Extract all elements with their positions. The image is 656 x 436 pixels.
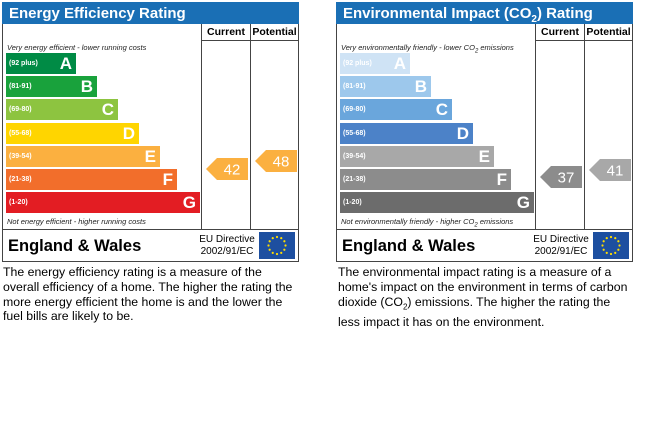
description-text: The environmental impact rating is a mea… bbox=[338, 265, 628, 309]
band-range: (39-54) bbox=[343, 152, 366, 160]
band-range: (69-80) bbox=[343, 106, 366, 114]
band-g: (1-20) G bbox=[340, 192, 534, 214]
eu-flag-icon bbox=[593, 232, 629, 259]
potential-column-header: Potential bbox=[250, 24, 298, 41]
potential-column-header: Potential bbox=[584, 24, 632, 41]
band-letter: G bbox=[182, 193, 196, 213]
current-rating-arrow: 42 bbox=[206, 157, 248, 180]
current-rating-value: 42 bbox=[224, 161, 241, 178]
bottom-caption: Not energy efficient - higher running co… bbox=[7, 217, 146, 226]
band-c: (69-80) C bbox=[340, 99, 452, 121]
bottom-caption-text: Not environmentally friendly - higher CO bbox=[341, 217, 475, 226]
band-range: (1-20) bbox=[343, 199, 362, 207]
title-text: Environmental Impact (CO bbox=[343, 5, 532, 22]
band-d: (55-68) D bbox=[340, 122, 473, 144]
bottom-caption: Not environmentally friendly - higher CO… bbox=[341, 217, 513, 229]
band-d: (55-68) D bbox=[6, 122, 139, 144]
band-b: (81-91) B bbox=[6, 76, 97, 98]
band-a: (92 plus) A bbox=[6, 53, 76, 74]
country-label: England & Wales bbox=[342, 237, 476, 255]
band-a: (92 plus) A bbox=[340, 53, 410, 74]
top-caption: Very environmentally friendly - lower CO… bbox=[341, 43, 514, 55]
band-letter: F bbox=[496, 170, 507, 189]
top-caption-sub: 2 bbox=[474, 48, 479, 55]
column-divider bbox=[535, 41, 536, 229]
top-caption-text: Very environmentally friendly - lower CO bbox=[341, 43, 475, 52]
band-range: (81-91) bbox=[9, 83, 32, 91]
band-range: (21-38) bbox=[343, 176, 366, 183]
band-letter: B bbox=[414, 77, 427, 97]
band-letter: A bbox=[59, 54, 72, 73]
band-e: (39-54) E bbox=[6, 145, 160, 167]
column-divider bbox=[201, 41, 202, 229]
band-range: (55-68) bbox=[343, 129, 366, 137]
directive-line2: 2002/91/EC bbox=[534, 246, 588, 257]
rating-grid: Current Potential Very energy efficient … bbox=[2, 24, 299, 262]
band-letter: C bbox=[101, 100, 114, 120]
top-caption: Very energy efficient - lower running co… bbox=[7, 43, 147, 52]
eu-directive: EU Directive 2002/91/EC bbox=[196, 234, 258, 258]
potential-rating-value: 48 bbox=[273, 153, 290, 170]
potential-rating-arrow: 48 bbox=[255, 149, 297, 172]
current-rating-value: 37 bbox=[558, 170, 575, 187]
bottom-caption-sub: 2 bbox=[474, 222, 478, 229]
footer: England & Wales EU Directive 2002/91/EC bbox=[337, 229, 632, 261]
potential-rating-arrow: 41 bbox=[589, 158, 631, 181]
band-g: (1-20) G bbox=[6, 192, 200, 214]
band-letter: G bbox=[516, 193, 530, 213]
top-caption-end: emissions bbox=[478, 43, 514, 52]
band-letter: B bbox=[80, 77, 93, 97]
eu-flag-icon bbox=[259, 232, 295, 259]
column-divider bbox=[584, 41, 585, 229]
band-letter: D bbox=[122, 123, 135, 143]
country-label: England & Wales bbox=[8, 237, 142, 255]
band-range: (81-91) bbox=[343, 83, 366, 91]
band-c: (69-80) C bbox=[6, 99, 118, 121]
band-range: (1-20) bbox=[9, 199, 28, 207]
footer: England & Wales EU Directive 2002/91/EC bbox=[3, 229, 298, 261]
rating-grid: Current Potential Very environmentally f… bbox=[336, 24, 633, 262]
directive-line2: 2002/91/EC bbox=[200, 246, 254, 257]
band-letter: E bbox=[478, 146, 490, 166]
description-end: ) emissions. The higher the rating the l… bbox=[338, 294, 611, 329]
current-column-header: Current bbox=[201, 24, 250, 41]
band-letter: E bbox=[144, 146, 156, 166]
title-end: ) Rating bbox=[536, 5, 593, 22]
band-letter: C bbox=[435, 100, 448, 120]
band-e: (39-54) E bbox=[340, 145, 494, 167]
band-range: (92 plus) bbox=[9, 60, 38, 67]
band-f: (21-38) F bbox=[340, 169, 511, 190]
title-sub: 2 bbox=[531, 14, 537, 25]
band-range: (55-68) bbox=[9, 129, 32, 137]
directive-line1: EU Directive bbox=[533, 234, 589, 245]
description-sub: 2 bbox=[402, 302, 408, 312]
environmental-impact-panel: Environmental Impact (CO2) Rating Curren… bbox=[336, 2, 633, 262]
column-divider bbox=[250, 41, 251, 229]
panel-title: Environmental Impact (CO2) Rating bbox=[336, 2, 633, 25]
potential-rating-value: 41 bbox=[607, 162, 624, 179]
environmental-impact-description: The environmental impact rating is a mea… bbox=[338, 265, 628, 330]
eu-directive: EU Directive 2002/91/EC bbox=[530, 234, 592, 258]
current-rating-arrow: 37 bbox=[540, 166, 582, 189]
band-range: (69-80) bbox=[9, 106, 32, 114]
band-letter: D bbox=[456, 123, 469, 143]
band-range: (92 plus) bbox=[343, 60, 372, 67]
band-range: (21-38) bbox=[9, 176, 32, 183]
band-letter: F bbox=[162, 170, 173, 189]
directive-line1: EU Directive bbox=[199, 234, 255, 245]
energy-efficiency-panel: Energy Efficiency Rating Current Potenti… bbox=[2, 2, 299, 262]
band-letter: A bbox=[393, 54, 406, 73]
band-b: (81-91) B bbox=[340, 76, 431, 98]
band-range: (39-54) bbox=[9, 152, 32, 160]
panel-title: Energy Efficiency Rating bbox=[2, 2, 299, 24]
energy-efficiency-description: The energy efficiency rating is a measur… bbox=[3, 265, 293, 324]
band-f: (21-38) F bbox=[6, 169, 177, 190]
bottom-caption-end: emissions bbox=[477, 217, 514, 226]
current-column-header: Current bbox=[535, 24, 584, 41]
